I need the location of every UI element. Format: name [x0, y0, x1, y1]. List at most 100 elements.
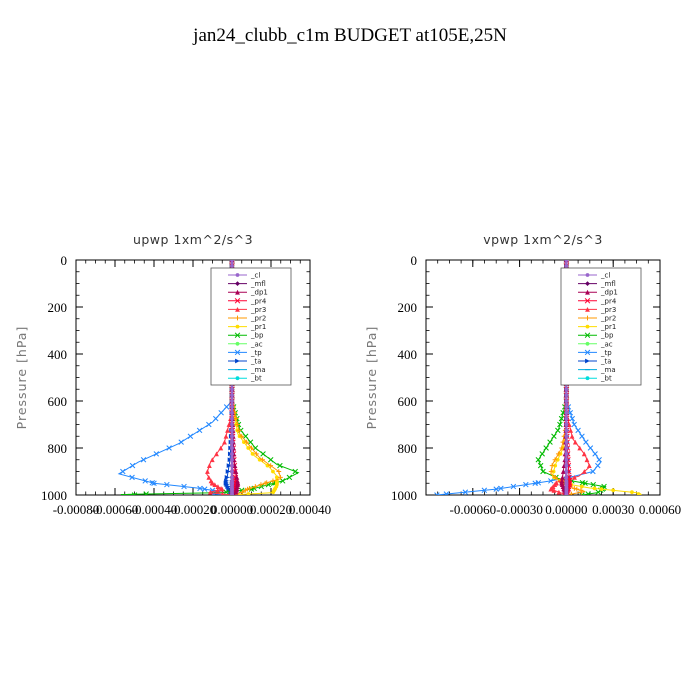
- series-point-dp1: [560, 474, 565, 480]
- series-point-pr3: [572, 474, 577, 480]
- legend-label: _bp: [250, 332, 264, 340]
- series-point-tp: [510, 483, 517, 490]
- x-tick-label: -0.00040: [131, 502, 178, 517]
- series-point-bp: [579, 492, 585, 495]
- legend-label: _bt: [250, 375, 262, 383]
- legend-label: _dp1: [250, 289, 268, 297]
- series-point-cl: [230, 440, 234, 445]
- series-point-pr2: [253, 451, 259, 457]
- series-point-pr3: [215, 484, 221, 489]
- x-tick-label: 0.00000: [211, 502, 253, 517]
- series-point-cl: [230, 404, 234, 409]
- series-point-bp: [543, 445, 549, 451]
- series-point-pr3: [212, 482, 218, 488]
- legend-marker-pr4: [584, 298, 591, 304]
- series-point-pr2: [239, 433, 245, 439]
- series-point-pr3: [556, 489, 562, 495]
- legend-label: _bp: [600, 332, 614, 340]
- series-point-dp1: [560, 469, 566, 474]
- series-point-pr2: [552, 457, 558, 463]
- series-point-cl: [230, 457, 234, 462]
- legend-label: _tp: [250, 349, 262, 357]
- series-point-tp: [493, 486, 499, 492]
- series-point-dp1: [233, 469, 239, 474]
- legend-label: _ma: [250, 366, 266, 374]
- series-point-bp: [595, 489, 601, 495]
- y-tick-label: 0: [411, 253, 418, 268]
- series-point-bp: [551, 433, 557, 440]
- series-point-cl: [230, 475, 234, 480]
- legend: _cl_mfl_dp1_pr4_pr3_pr2_pr1_bp_ac_tp_ta_…: [560, 267, 642, 386]
- series-point-bp: [131, 492, 138, 495]
- series-point-cl: [564, 463, 569, 468]
- legend-marker-cl: [585, 273, 590, 277]
- series-point-tp: [443, 491, 450, 495]
- series-point-pr3: [584, 457, 590, 463]
- series-point-pr3: [549, 486, 554, 491]
- series-point-cl: [564, 387, 569, 392]
- series-point-pr2: [549, 463, 555, 469]
- series-point-tp: [434, 492, 440, 495]
- series-point-tp: [587, 445, 594, 451]
- series-point-dp1: [232, 463, 238, 469]
- legend-marker-tp: [584, 349, 591, 356]
- x-tick-label: -0.00060: [92, 502, 139, 517]
- legend-marker-bt: [585, 376, 590, 381]
- series-point-tp: [142, 478, 148, 484]
- series-point-pr3: [218, 445, 224, 451]
- legend-marker-pr3: [235, 307, 240, 312]
- series-point-ta: [225, 469, 231, 474]
- x-tick-label: 0.00000: [545, 502, 587, 517]
- series-point-bp: [558, 415, 565, 422]
- series-point-pr3: [569, 433, 575, 439]
- series-point-tp: [579, 433, 585, 440]
- series-point-pr1: [271, 490, 276, 495]
- legend-marker-pr2: [235, 315, 240, 321]
- series-point-dp1: [235, 478, 240, 484]
- legend-marker-ta: [235, 358, 240, 364]
- legend-marker-ta: [585, 358, 590, 364]
- series-point-pr1: [242, 440, 246, 445]
- series-point-tp: [535, 480, 542, 486]
- series-point-cl: [230, 428, 234, 433]
- series-point-tp: [569, 415, 576, 422]
- series-point-pr1: [592, 486, 597, 491]
- series-point-pr3: [205, 469, 210, 474]
- y-tick-label: 1000: [391, 488, 417, 503]
- series-point-tp: [206, 421, 212, 428]
- series-point-tp: [151, 480, 157, 487]
- legend-marker-cl: [235, 273, 240, 277]
- series-point-bp: [279, 478, 286, 484]
- series-point-pr2: [270, 478, 276, 484]
- series-point-pr1: [271, 469, 275, 474]
- figure-title: jan24_clubb_c1m BUDGET at105E,25N: [192, 25, 507, 46]
- series-point-tp: [592, 451, 598, 457]
- legend-label: _pr2: [600, 315, 616, 323]
- series-point-bp: [242, 433, 249, 440]
- series-point-cl: [564, 263, 569, 268]
- series-point-pr3: [225, 427, 230, 433]
- series-point-pr1: [246, 446, 251, 450]
- series-point-cl: [564, 428, 569, 433]
- legend-marker-bp: [584, 332, 591, 338]
- legend-label: _pr4: [600, 297, 617, 305]
- series-point-tp: [571, 421, 577, 428]
- series-point-pr2: [548, 469, 554, 474]
- series-point-tp: [481, 487, 488, 494]
- series-point-tp: [149, 480, 155, 486]
- series-point-pr1: [246, 492, 251, 495]
- series-point-pr3: [581, 469, 587, 474]
- series-point-tp: [595, 462, 601, 469]
- y-tick-label: 400: [398, 347, 418, 362]
- series-point-pr1: [553, 463, 558, 468]
- series-point-cl: [564, 404, 569, 409]
- legend-marker-dp1: [585, 289, 590, 295]
- series-point-bp: [537, 462, 544, 469]
- series-point-bp: [540, 468, 546, 475]
- y-tick-label: 800: [398, 441, 418, 456]
- x-tick-label: 0.00020: [250, 502, 292, 517]
- series-point-pr2: [247, 486, 253, 491]
- series-point-bp: [277, 462, 283, 469]
- series-point-tp: [140, 456, 147, 463]
- series-point-pr1: [555, 457, 560, 462]
